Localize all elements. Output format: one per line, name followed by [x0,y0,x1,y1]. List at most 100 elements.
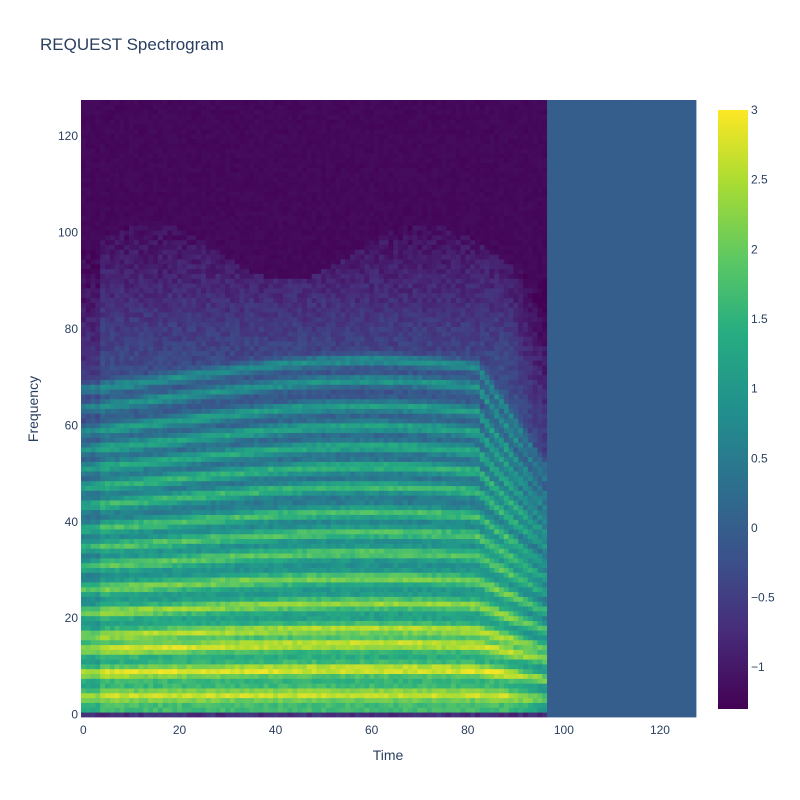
heatmap-cell [162,345,168,352]
heatmap-cell [205,567,212,573]
heatmap-cell [143,586,149,593]
heatmap-cell [201,524,207,530]
heatmap-cell [119,341,125,347]
heatmap-cell [253,128,260,135]
heatmap-cell [109,109,116,115]
heatmap-cell [220,374,226,380]
heatmap-cell [258,326,264,332]
heatmap-cell [225,673,231,679]
heatmap-cell [90,500,96,506]
heatmap-cell [205,287,212,294]
heatmap-cell [181,586,188,593]
heatmap-cell [263,659,269,665]
heatmap-cell [85,437,91,443]
heatmap-cell [177,259,183,265]
heatmap-cell [220,596,226,602]
heatmap-cell [215,297,221,303]
heatmap-cell [95,341,101,347]
heatmap-cell [153,538,159,544]
heatmap-cell [220,557,226,564]
heatmap-cell [95,191,101,197]
heatmap-cell [191,668,197,675]
heatmap-cell [157,259,164,265]
heatmap-cell [85,601,91,607]
heatmap-cell [162,635,168,641]
heatmap-cell [205,639,212,646]
heatmap-cell [181,630,188,636]
heatmap-cell [258,341,264,347]
heatmap-cell [181,591,188,597]
heatmap-cell [215,162,221,168]
heatmap-cell [129,384,135,390]
heatmap-cell [225,418,231,424]
heatmap-cell [234,606,240,612]
heatmap-cell [157,181,164,188]
heatmap-cell [124,668,130,675]
heatmap-cell [177,437,183,443]
heatmap-cell [244,268,250,274]
heatmap-cell [234,610,240,617]
heatmap-cell [215,230,221,236]
heatmap-cell [220,471,226,477]
heatmap-cell [85,374,91,380]
heatmap-cell [191,533,197,540]
heatmap-cell [210,490,216,496]
heatmap-cell [148,341,154,347]
heatmap-cell [263,273,269,279]
heatmap-cell [90,109,96,115]
heatmap-cell [186,615,192,621]
heatmap-cell [181,615,188,621]
heatmap-cell [191,519,197,525]
heatmap-cell [186,639,192,646]
heatmap-cell [229,442,236,448]
heatmap-cell [167,172,173,178]
heatmap-cell [239,365,245,371]
heatmap-cell [249,630,255,636]
heatmap-cell [244,490,250,496]
heatmap-cell [201,408,207,414]
heatmap-cell [148,316,154,323]
heatmap-cell [90,601,96,607]
heatmap-cell [244,596,250,602]
heatmap-cell [167,100,173,106]
heatmap-cell [148,167,154,173]
heatmap-cell [143,220,149,226]
heatmap-cell [105,447,111,453]
heatmap-cell [201,683,207,689]
heatmap-cell [157,625,164,631]
heatmap-cell [220,591,226,597]
heatmap-cell [239,500,245,506]
heatmap-cell [253,422,260,429]
heatmap-cell [172,331,178,337]
heatmap-cell [119,273,125,279]
heatmap-cell [162,143,168,149]
heatmap-cell [157,707,164,713]
heatmap-cell [133,707,140,713]
heatmap-cell [95,692,101,699]
heatmap-cell [229,707,236,713]
heatmap-cell [114,408,120,414]
heatmap-cell [186,596,192,602]
heatmap-cell [239,278,245,284]
heatmap-cell [253,543,260,549]
heatmap-cell [263,379,269,385]
heatmap-cell [157,374,164,380]
heatmap-cell [157,538,164,544]
heatmap-cell [129,495,135,501]
heatmap-cell [253,215,260,221]
heatmap-cell [167,196,173,202]
heatmap-cell [133,586,140,593]
heatmap-cell [114,495,120,501]
heatmap-cell [210,688,216,694]
heatmap-cell [263,649,269,655]
heatmap-cell [109,157,116,164]
heatmap-cell [258,138,264,144]
heatmap-cell [133,678,140,684]
heatmap-cell [186,321,192,327]
heatmap-cell [234,529,240,535]
heatmap-cell [215,601,221,607]
heatmap-cell [100,615,106,621]
heatmap-cell [95,384,101,390]
heatmap-cell [244,355,250,361]
heatmap-cell [138,355,144,361]
